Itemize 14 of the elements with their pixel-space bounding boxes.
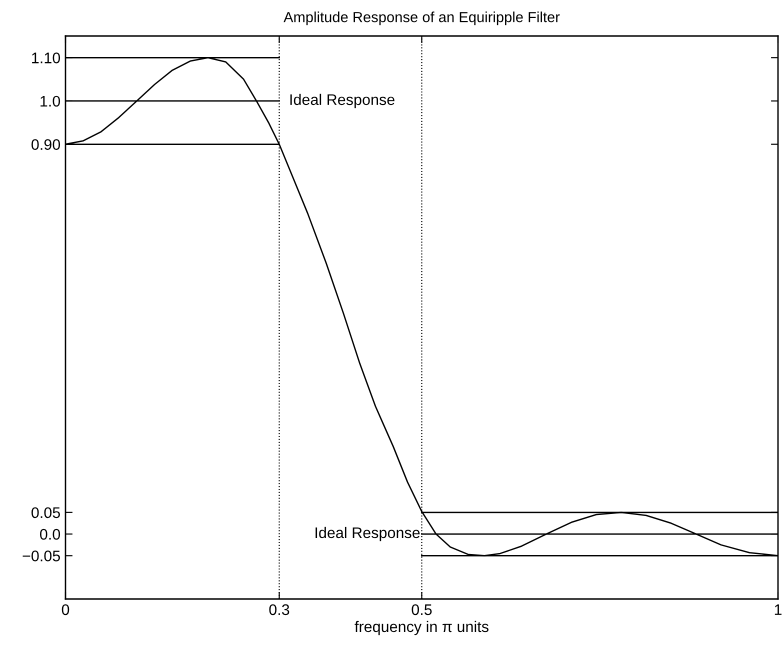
- annotation: Ideal Response: [316, 526, 420, 542]
- chart-title: Amplitude Response of an Equiripple Filter: [284, 12, 560, 26]
- x-tick-label: 0.3: [269, 604, 290, 616]
- x-tick-label: 0: [62, 604, 70, 616]
- x-axis-title: frequency in π units: [354, 620, 488, 636]
- y-tick-label: 0.05: [32, 507, 60, 518]
- x-tick-label: 1: [774, 604, 782, 615]
- annotation: Ideal Response: [290, 94, 394, 108]
- y-tick-label: 1.10: [32, 52, 60, 64]
- y-tick-label: 1.0: [40, 96, 60, 107]
- y-tick-label: 0.90: [32, 139, 60, 150]
- y-tick-label: 0.0: [40, 528, 60, 540]
- x-tick-label: 0.5: [412, 604, 432, 616]
- y-tick-label: −0.05: [22, 550, 60, 562]
